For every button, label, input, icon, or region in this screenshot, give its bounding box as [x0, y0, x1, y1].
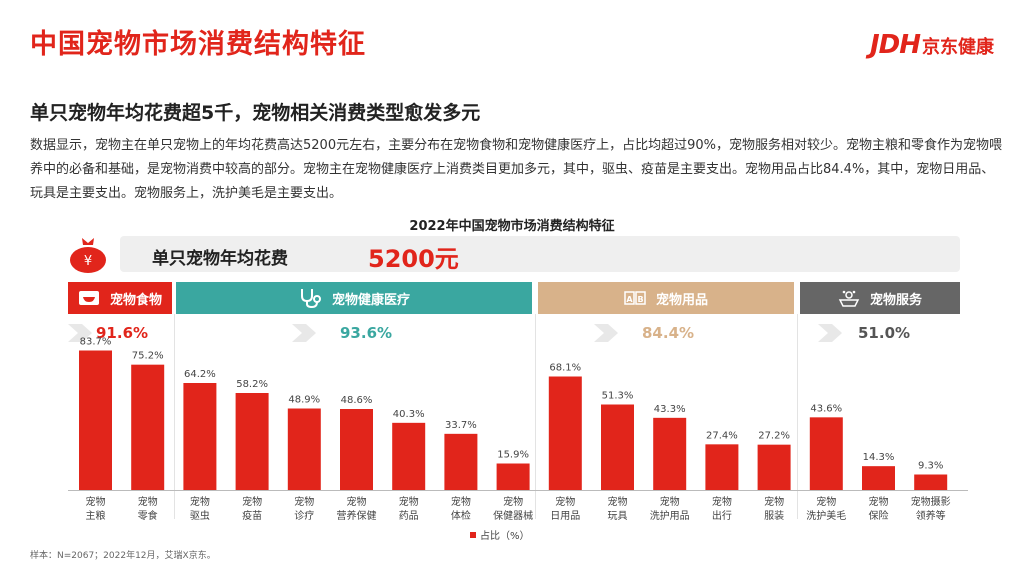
bar-value-label: 15.9% — [497, 450, 529, 461]
svg-text:B: B — [637, 295, 643, 304]
legend-swatch — [470, 531, 476, 538]
page-title: 中国宠物市场消费结构特征 — [30, 29, 366, 60]
category-tick-label: 宠物服装 — [764, 495, 784, 522]
bar-value-label: 43.3% — [654, 404, 686, 415]
group-divider — [797, 314, 798, 519]
category-tick-label: 宠物驱虫 — [190, 495, 210, 522]
brand-name: 京东健康 — [922, 37, 994, 58]
bar — [601, 404, 634, 490]
bar — [862, 466, 895, 490]
category-tick-label: 宠物零食 — [138, 495, 158, 522]
group-share-service: 51.0% — [858, 324, 911, 342]
group-share-health: 93.6% — [340, 324, 393, 342]
bar-value-label: 27.2% — [758, 431, 790, 442]
toy-blocks-icon: A B — [624, 291, 646, 305]
source-footnote: 样本：N=2067；2022年12月，艾瑞X京东。 — [30, 551, 216, 561]
bar-value-label: 75.2% — [132, 351, 164, 362]
category-header-health: 宠物健康医疗 — [176, 282, 532, 314]
category-tick-label: 宠物日用品 — [550, 495, 580, 522]
spend-label: 单只宠物年均花费 — [152, 249, 288, 269]
category-tick-label: 宠物洗护美毛 — [806, 495, 846, 522]
category-tick-label: 宠物诊疗 — [294, 495, 314, 522]
bar-value-label: 68.1% — [549, 363, 581, 374]
bar — [79, 350, 112, 490]
chart-legend: 占比（%） — [470, 527, 530, 542]
category-header-supplies: A B 宠物用品 — [538, 282, 794, 314]
pet-service-icon — [838, 290, 860, 307]
category-tick-label: 宠物营养保健 — [337, 495, 377, 522]
chevron-arrow-icon — [292, 324, 316, 342]
bar — [131, 364, 165, 490]
bar — [809, 417, 843, 490]
bar-value-label: 40.3% — [393, 409, 425, 420]
category-tick-label: 宠物药品 — [399, 495, 419, 522]
category-tick-label: 宠物玩具 — [608, 495, 628, 522]
category-tick-label: 宠物保健器械 — [493, 495, 533, 522]
chevron-arrow-icon — [818, 324, 842, 342]
category-label-health: 宠物健康医疗 — [331, 292, 410, 308]
group-share-food: 91.6% — [96, 324, 149, 342]
bar — [705, 444, 739, 490]
bar-value-label: 51.3% — [602, 391, 634, 402]
svg-text:¥: ¥ — [84, 254, 92, 269]
money-bag-icon: ¥ — [70, 238, 106, 273]
bar-value-label: 43.6% — [810, 403, 842, 414]
food-bowl-icon — [78, 291, 99, 305]
brand-logo: JDH 京东健康 — [870, 30, 994, 60]
spend-value: 5200元 — [368, 245, 459, 273]
category-tick-label: 宠物体检 — [451, 495, 471, 522]
bar — [287, 408, 321, 490]
group-divider — [174, 314, 175, 519]
group-share-supplies: 84.4% — [642, 324, 695, 342]
category-tick-label: 宠物保险 — [869, 495, 889, 522]
category-tick-label: 宠物出行 — [712, 495, 732, 522]
bar — [392, 422, 426, 490]
bar-value-label: 33.7% — [445, 420, 477, 431]
bar-value-label: 9.3% — [918, 461, 943, 472]
brand-mark: JDH — [869, 30, 921, 60]
x-axis-baseline — [68, 490, 968, 491]
bar — [444, 433, 478, 490]
bar-value-label: 64.2% — [184, 369, 216, 380]
bar — [653, 417, 687, 490]
bar — [548, 376, 582, 490]
bar — [757, 444, 791, 490]
category-header-service: 宠物服务 — [800, 282, 960, 314]
category-tick-label: 宠物洗护用品 — [650, 495, 690, 522]
bar — [183, 383, 217, 490]
category-label-service: 宠物服务 — [869, 292, 922, 308]
category-tick-label: 宠物主粮 — [86, 495, 106, 522]
legend-label: 占比（%） — [480, 531, 530, 542]
bar — [235, 393, 269, 490]
bar — [340, 409, 373, 490]
bar — [914, 474, 948, 490]
spend-banner — [120, 236, 960, 272]
category-header-food: 宠物食物 — [68, 282, 172, 314]
category-tick-label: 宠物疫苗 — [242, 495, 262, 522]
svg-text:A: A — [626, 295, 633, 304]
category-label-food: 宠物食物 — [109, 292, 162, 308]
bar-value-label: 27.4% — [706, 430, 738, 441]
bar-value-label: 14.3% — [863, 452, 895, 463]
chevron-arrow-icon — [594, 324, 618, 342]
description-paragraph: 数据显示，宠物主在单只宠物上的年均花费高达5200元左右，主要分布在宠物食物和宠… — [30, 138, 1002, 201]
bar-value-label: 48.9% — [288, 395, 320, 406]
category-label-supplies: 宠物用品 — [655, 292, 708, 308]
chart-title: 2022年中国宠物市场消费结构特征 — [409, 219, 615, 234]
stethoscope-icon — [300, 289, 321, 309]
bar — [496, 463, 530, 490]
section-subtitle: 单只宠物年均花费超5千，宠物相关消费类型愈发多元 — [30, 102, 481, 124]
chevron-arrow-icon — [68, 324, 92, 342]
bar-value-label: 58.2% — [236, 379, 268, 390]
bar-value-label: 48.6% — [341, 395, 373, 406]
group-divider — [535, 314, 536, 519]
category-tick-label: 宠物摄影领养等 — [911, 495, 951, 522]
